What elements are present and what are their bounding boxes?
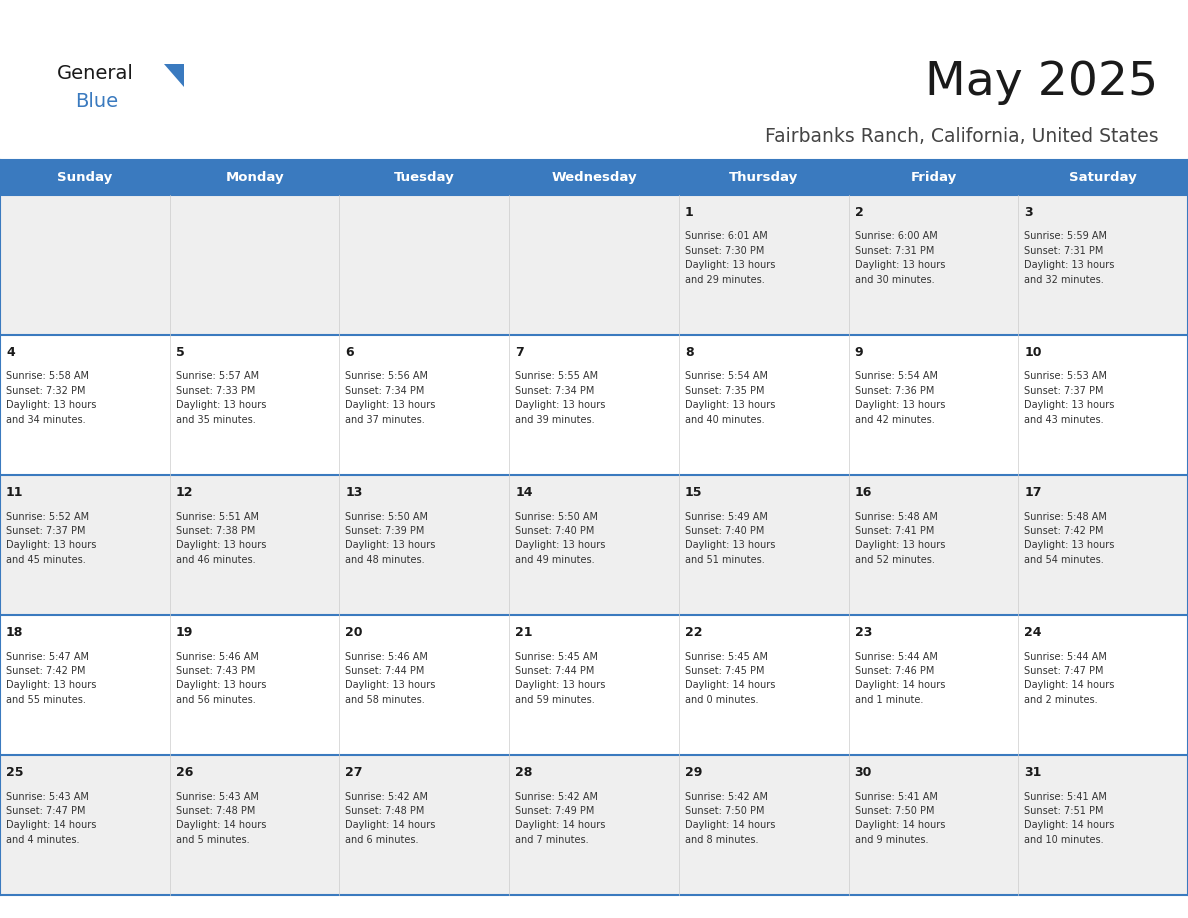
- Text: 7: 7: [516, 346, 524, 359]
- Text: 2: 2: [854, 206, 864, 218]
- Text: Sunrise: 5:50 AM
Sunset: 7:39 PM
Daylight: 13 hours
and 48 minutes.: Sunrise: 5:50 AM Sunset: 7:39 PM Dayligh…: [346, 511, 436, 565]
- Text: 22: 22: [684, 626, 702, 639]
- Text: 17: 17: [1024, 486, 1042, 498]
- Text: 19: 19: [176, 626, 192, 639]
- Bar: [1018, 160, 1188, 195]
- Text: 20: 20: [346, 626, 362, 639]
- Text: 23: 23: [854, 626, 872, 639]
- Text: Sunrise: 5:56 AM
Sunset: 7:34 PM
Daylight: 13 hours
and 37 minutes.: Sunrise: 5:56 AM Sunset: 7:34 PM Dayligh…: [346, 372, 436, 425]
- Text: Sunrise: 5:55 AM
Sunset: 7:34 PM
Daylight: 13 hours
and 39 minutes.: Sunrise: 5:55 AM Sunset: 7:34 PM Dayligh…: [516, 372, 606, 425]
- Text: May 2025: May 2025: [925, 60, 1158, 105]
- Text: 18: 18: [6, 626, 24, 639]
- Text: Sunrise: 5:44 AM
Sunset: 7:47 PM
Daylight: 14 hours
and 2 minutes.: Sunrise: 5:44 AM Sunset: 7:47 PM Dayligh…: [1024, 652, 1114, 705]
- Text: 12: 12: [176, 486, 194, 498]
- Text: Blue: Blue: [75, 92, 118, 111]
- Text: 9: 9: [854, 346, 864, 359]
- Text: Sunrise: 5:58 AM
Sunset: 7:32 PM
Daylight: 13 hours
and 34 minutes.: Sunrise: 5:58 AM Sunset: 7:32 PM Dayligh…: [6, 372, 96, 425]
- Text: 4: 4: [6, 346, 14, 359]
- Text: 15: 15: [684, 486, 702, 498]
- Text: 11: 11: [6, 486, 24, 498]
- Text: 24: 24: [1024, 626, 1042, 639]
- Text: Sunrise: 6:00 AM
Sunset: 7:31 PM
Daylight: 13 hours
and 30 minutes.: Sunrise: 6:00 AM Sunset: 7:31 PM Dayligh…: [854, 231, 944, 285]
- Text: Sunrise: 5:45 AM
Sunset: 7:45 PM
Daylight: 14 hours
and 0 minutes.: Sunrise: 5:45 AM Sunset: 7:45 PM Dayligh…: [684, 652, 776, 705]
- Text: 5: 5: [176, 346, 184, 359]
- Text: Friday: Friday: [910, 171, 956, 184]
- Text: Sunrise: 5:52 AM
Sunset: 7:37 PM
Daylight: 13 hours
and 45 minutes.: Sunrise: 5:52 AM Sunset: 7:37 PM Dayligh…: [6, 511, 96, 565]
- Bar: [0, 195, 1188, 335]
- Text: Fairbanks Ranch, California, United States: Fairbanks Ranch, California, United Stat…: [765, 127, 1158, 146]
- Text: Sunrise: 5:50 AM
Sunset: 7:40 PM
Daylight: 13 hours
and 49 minutes.: Sunrise: 5:50 AM Sunset: 7:40 PM Dayligh…: [516, 511, 606, 565]
- Text: Sunrise: 5:48 AM
Sunset: 7:41 PM
Daylight: 13 hours
and 52 minutes.: Sunrise: 5:48 AM Sunset: 7:41 PM Dayligh…: [854, 511, 944, 565]
- Text: Sunrise: 5:45 AM
Sunset: 7:44 PM
Daylight: 13 hours
and 59 minutes.: Sunrise: 5:45 AM Sunset: 7:44 PM Dayligh…: [516, 652, 606, 705]
- Text: 6: 6: [346, 346, 354, 359]
- Text: Sunrise: 5:57 AM
Sunset: 7:33 PM
Daylight: 13 hours
and 35 minutes.: Sunrise: 5:57 AM Sunset: 7:33 PM Dayligh…: [176, 372, 266, 425]
- Text: 29: 29: [684, 766, 702, 779]
- Polygon shape: [164, 64, 184, 87]
- Text: Sunrise: 5:42 AM
Sunset: 7:48 PM
Daylight: 14 hours
and 6 minutes.: Sunrise: 5:42 AM Sunset: 7:48 PM Dayligh…: [346, 791, 436, 845]
- Text: Tuesday: Tuesday: [394, 171, 455, 184]
- Bar: [0, 160, 170, 195]
- Text: Sunrise: 5:49 AM
Sunset: 7:40 PM
Daylight: 13 hours
and 51 minutes.: Sunrise: 5:49 AM Sunset: 7:40 PM Dayligh…: [684, 511, 776, 565]
- Text: 1: 1: [684, 206, 694, 218]
- Text: Sunrise: 5:44 AM
Sunset: 7:46 PM
Daylight: 14 hours
and 1 minute.: Sunrise: 5:44 AM Sunset: 7:46 PM Dayligh…: [854, 652, 944, 705]
- Text: 30: 30: [854, 766, 872, 779]
- Text: General: General: [57, 64, 134, 84]
- Text: Saturday: Saturday: [1069, 171, 1137, 184]
- Text: 10: 10: [1024, 346, 1042, 359]
- Text: Thursday: Thursday: [729, 171, 798, 184]
- Text: Sunrise: 5:43 AM
Sunset: 7:47 PM
Daylight: 14 hours
and 4 minutes.: Sunrise: 5:43 AM Sunset: 7:47 PM Dayligh…: [6, 791, 96, 845]
- Bar: [170, 160, 340, 195]
- Bar: [0, 615, 1188, 755]
- Text: 27: 27: [346, 766, 362, 779]
- Text: Sunrise: 5:42 AM
Sunset: 7:49 PM
Daylight: 14 hours
and 7 minutes.: Sunrise: 5:42 AM Sunset: 7:49 PM Dayligh…: [516, 791, 606, 845]
- Text: 3: 3: [1024, 206, 1032, 218]
- Text: Sunrise: 5:51 AM
Sunset: 7:38 PM
Daylight: 13 hours
and 46 minutes.: Sunrise: 5:51 AM Sunset: 7:38 PM Dayligh…: [176, 511, 266, 565]
- Text: 16: 16: [854, 486, 872, 498]
- Bar: [0, 755, 1188, 895]
- Bar: [340, 160, 510, 195]
- Text: 31: 31: [1024, 766, 1042, 779]
- Text: Monday: Monday: [226, 171, 284, 184]
- Bar: [0, 475, 1188, 615]
- Bar: [848, 160, 1018, 195]
- Text: Sunrise: 5:48 AM
Sunset: 7:42 PM
Daylight: 13 hours
and 54 minutes.: Sunrise: 5:48 AM Sunset: 7:42 PM Dayligh…: [1024, 511, 1114, 565]
- Text: 8: 8: [684, 346, 694, 359]
- Text: Sunrise: 5:42 AM
Sunset: 7:50 PM
Daylight: 14 hours
and 8 minutes.: Sunrise: 5:42 AM Sunset: 7:50 PM Dayligh…: [684, 791, 776, 845]
- Text: Sunrise: 5:43 AM
Sunset: 7:48 PM
Daylight: 14 hours
and 5 minutes.: Sunrise: 5:43 AM Sunset: 7:48 PM Dayligh…: [176, 791, 266, 845]
- Text: Sunrise: 5:46 AM
Sunset: 7:43 PM
Daylight: 13 hours
and 56 minutes.: Sunrise: 5:46 AM Sunset: 7:43 PM Dayligh…: [176, 652, 266, 705]
- Text: Sunrise: 5:46 AM
Sunset: 7:44 PM
Daylight: 13 hours
and 58 minutes.: Sunrise: 5:46 AM Sunset: 7:44 PM Dayligh…: [346, 652, 436, 705]
- Text: 14: 14: [516, 486, 532, 498]
- Text: Wednesday: Wednesday: [551, 171, 637, 184]
- Text: Sunrise: 5:47 AM
Sunset: 7:42 PM
Daylight: 13 hours
and 55 minutes.: Sunrise: 5:47 AM Sunset: 7:42 PM Dayligh…: [6, 652, 96, 705]
- Text: 25: 25: [6, 766, 24, 779]
- Text: Sunrise: 6:01 AM
Sunset: 7:30 PM
Daylight: 13 hours
and 29 minutes.: Sunrise: 6:01 AM Sunset: 7:30 PM Dayligh…: [684, 231, 776, 285]
- Text: 13: 13: [346, 486, 362, 498]
- Bar: [510, 160, 678, 195]
- Text: Sunrise: 5:59 AM
Sunset: 7:31 PM
Daylight: 13 hours
and 32 minutes.: Sunrise: 5:59 AM Sunset: 7:31 PM Dayligh…: [1024, 231, 1114, 285]
- Text: Sunday: Sunday: [57, 171, 113, 184]
- Text: 21: 21: [516, 626, 532, 639]
- Text: Sunrise: 5:53 AM
Sunset: 7:37 PM
Daylight: 13 hours
and 43 minutes.: Sunrise: 5:53 AM Sunset: 7:37 PM Dayligh…: [1024, 372, 1114, 425]
- Text: 26: 26: [176, 766, 192, 779]
- Text: Sunrise: 5:54 AM
Sunset: 7:36 PM
Daylight: 13 hours
and 42 minutes.: Sunrise: 5:54 AM Sunset: 7:36 PM Dayligh…: [854, 372, 944, 425]
- Bar: [0, 335, 1188, 475]
- Text: Sunrise: 5:54 AM
Sunset: 7:35 PM
Daylight: 13 hours
and 40 minutes.: Sunrise: 5:54 AM Sunset: 7:35 PM Dayligh…: [684, 372, 776, 425]
- Bar: [678, 160, 848, 195]
- Text: Sunrise: 5:41 AM
Sunset: 7:51 PM
Daylight: 14 hours
and 10 minutes.: Sunrise: 5:41 AM Sunset: 7:51 PM Dayligh…: [1024, 791, 1114, 845]
- Text: 28: 28: [516, 766, 532, 779]
- Text: Sunrise: 5:41 AM
Sunset: 7:50 PM
Daylight: 14 hours
and 9 minutes.: Sunrise: 5:41 AM Sunset: 7:50 PM Dayligh…: [854, 791, 944, 845]
